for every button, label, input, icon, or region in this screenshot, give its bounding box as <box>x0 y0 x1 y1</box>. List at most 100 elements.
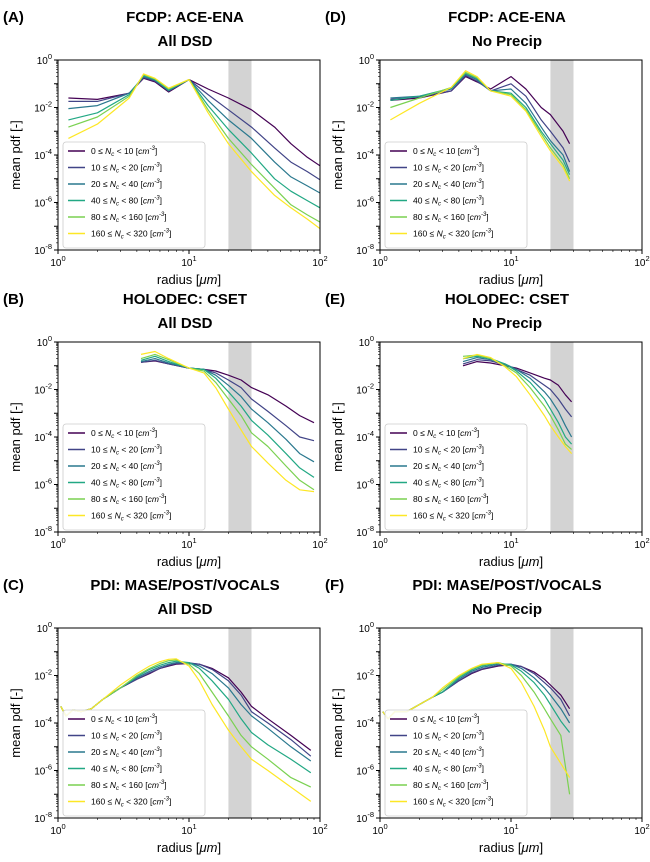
chart-panel-a: (A) FCDP: ACE-ENA All DSD 10-8 10-6 10-4 10-2 1… <box>3 9 328 287</box>
chart-title: FCDP: ACE-ENA <box>126 9 244 26</box>
legend-box <box>62 423 206 531</box>
legend-box <box>384 709 528 817</box>
y-tick-label: 10-8 <box>356 242 374 257</box>
series-line-4 <box>140 355 315 478</box>
panel-letter: (E) <box>325 291 345 308</box>
legend-label: 80 ≤ Nc < 160 [cm-3] <box>413 212 489 224</box>
legend-label: 10 ≤ Nc < 20 [cm-3] <box>91 445 162 457</box>
legend-label: 160 ≤ Nc < 320 [cm-3] <box>413 797 493 809</box>
chart-panel-f: (F) PDI: MASE/POST/VOCALS No Precip 10-8 10-… <box>325 577 650 855</box>
legend-label: 160 ≤ Nc < 320 [cm-3] <box>413 511 493 523</box>
x-tick-label: 101 <box>503 536 518 551</box>
y-axis-label: mean pdf [-] <box>8 688 23 757</box>
legend: 0 ≤ Nc < 10 [cm-3] 10 ≤ Nc < 20 [cm-3] 20 … <box>384 709 528 817</box>
y-tick-label: 10-6 <box>356 763 374 778</box>
y-tick-label: 10-6 <box>356 477 374 492</box>
series-line-1 <box>462 361 573 403</box>
legend-label: 20 ≤ Nc < 40 [cm-3] <box>91 747 162 759</box>
x-tick-label: 101 <box>181 254 196 269</box>
legend-label: 40 ≤ Nc < 80 [cm-3] <box>413 764 484 776</box>
x-axis-label: radius [μm] <box>157 272 221 287</box>
series-line-5 <box>140 353 315 491</box>
chart-title: PDI: MASE/POST/VOCALS <box>90 577 279 594</box>
y-tick-label: 10-4 <box>34 715 52 730</box>
x-tick-label: 102 <box>312 536 327 551</box>
y-tick-label: 10-8 <box>34 242 52 257</box>
legend-label: 0 ≤ Nc < 10 [cm-3] <box>413 146 479 158</box>
y-tick-label: 10-4 <box>356 147 374 162</box>
legend-label: 80 ≤ Nc < 160 [cm-3] <box>413 780 489 792</box>
chart-title: FCDP: ACE-ENA <box>448 9 566 26</box>
series-line-3 <box>462 357 573 438</box>
series-group <box>68 73 320 230</box>
x-tick-label: 101 <box>181 536 196 551</box>
x-tick-label: 100 <box>372 254 387 269</box>
legend-label: 0 ≤ Nc < 10 [cm-3] <box>413 428 479 440</box>
y-axis-label: mean pdf [-] <box>330 688 345 757</box>
chart-panel-d: (D) FCDP: ACE-ENA No Precip 10-8 10-6 10-4 10-… <box>325 9 650 287</box>
series-line-6 <box>462 353 573 454</box>
y-tick-label: 10-4 <box>356 715 374 730</box>
y-tick-label: 10-8 <box>356 810 374 825</box>
legend-label: 80 ≤ Nc < 160 [cm-3] <box>91 494 167 506</box>
x-tick-label: 100 <box>50 822 65 837</box>
shaded-band <box>550 60 574 250</box>
legend-label: 40 ≤ Nc < 80 [cm-3] <box>413 478 484 490</box>
legend-label: 80 ≤ Nc < 160 [cm-3] <box>91 212 167 224</box>
y-tick-label: 100 <box>37 620 52 635</box>
series-line-6 <box>140 350 315 493</box>
chart-subtitle: All DSD <box>157 315 212 332</box>
x-tick-label: 101 <box>503 254 518 269</box>
chart-panel-b: (B) HOLODEC: CSET All DSD 10-8 10-6 10-4 10-2 1… <box>3 291 328 569</box>
chart-panel-e: (E) HOLODEC: CSET No Precip 10-8 10-6 10-4 10-… <box>325 291 650 569</box>
legend-label: 20 ≤ Nc < 40 [cm-3] <box>91 179 162 191</box>
chart-title: HOLODEC: CSET <box>445 291 569 308</box>
legend-label: 10 ≤ Nc < 20 [cm-3] <box>413 163 484 175</box>
panel-letter: (F) <box>325 577 344 594</box>
y-tick-label: 10-6 <box>356 195 374 210</box>
x-tick-label: 102 <box>634 536 649 551</box>
series-line-2 <box>140 359 315 442</box>
y-axis-label: mean pdf [-] <box>8 120 23 189</box>
shaded-band <box>228 628 252 818</box>
series-line-2 <box>462 359 573 418</box>
y-tick-label: 100 <box>359 334 374 349</box>
legend-label: 80 ≤ Nc < 160 [cm-3] <box>91 780 167 792</box>
x-axis-label: radius [μm] <box>479 554 543 569</box>
x-tick-label: 102 <box>312 254 327 269</box>
series-line-1 <box>140 360 315 424</box>
y-axis-label: mean pdf [-] <box>8 402 23 471</box>
panel-letter: (C) <box>3 577 24 594</box>
legend-box <box>62 709 206 817</box>
y-tick-label: 10-8 <box>34 810 52 825</box>
series-line-5 <box>390 71 571 180</box>
x-tick-label: 100 <box>372 822 387 837</box>
legend: 0 ≤ Nc < 10 [cm-3] 10 ≤ Nc < 20 [cm-3] 20 … <box>62 423 206 531</box>
panel-letter: (B) <box>3 291 24 308</box>
legend-label: 0 ≤ Nc < 10 [cm-3] <box>91 428 157 440</box>
series-line-5 <box>462 354 572 450</box>
chart-panel-c: (C) PDI: MASE/POST/VOCALS All DSD 10-8 10-6 1… <box>3 577 328 855</box>
legend-label: 10 ≤ Nc < 20 [cm-3] <box>91 731 162 743</box>
x-axis-label: radius [μm] <box>479 840 543 855</box>
legend-label: 0 ≤ Nc < 10 [cm-3] <box>91 714 157 726</box>
chart-title: PDI: MASE/POST/VOCALS <box>412 577 601 594</box>
legend-label: 40 ≤ Nc < 80 [cm-3] <box>91 764 162 776</box>
series-group <box>462 353 573 454</box>
shaded-band <box>228 60 252 250</box>
series-line-4 <box>68 75 320 209</box>
legend-label: 20 ≤ Nc < 40 [cm-3] <box>413 461 484 473</box>
shaded-band <box>228 342 252 532</box>
series-line-6 <box>68 73 320 230</box>
y-tick-label: 10-4 <box>34 429 52 444</box>
y-tick-label: 10-2 <box>34 382 52 397</box>
y-tick-label: 10-6 <box>34 763 52 778</box>
legend-label: 160 ≤ Nc < 320 [cm-3] <box>413 229 493 241</box>
chart-subtitle: No Precip <box>472 601 542 618</box>
y-tick-label: 10-4 <box>34 147 52 162</box>
y-tick-label: 100 <box>37 334 52 349</box>
legend-label: 80 ≤ Nc < 160 [cm-3] <box>413 494 489 506</box>
legend-box <box>384 423 528 531</box>
chart-subtitle: No Precip <box>472 315 542 332</box>
